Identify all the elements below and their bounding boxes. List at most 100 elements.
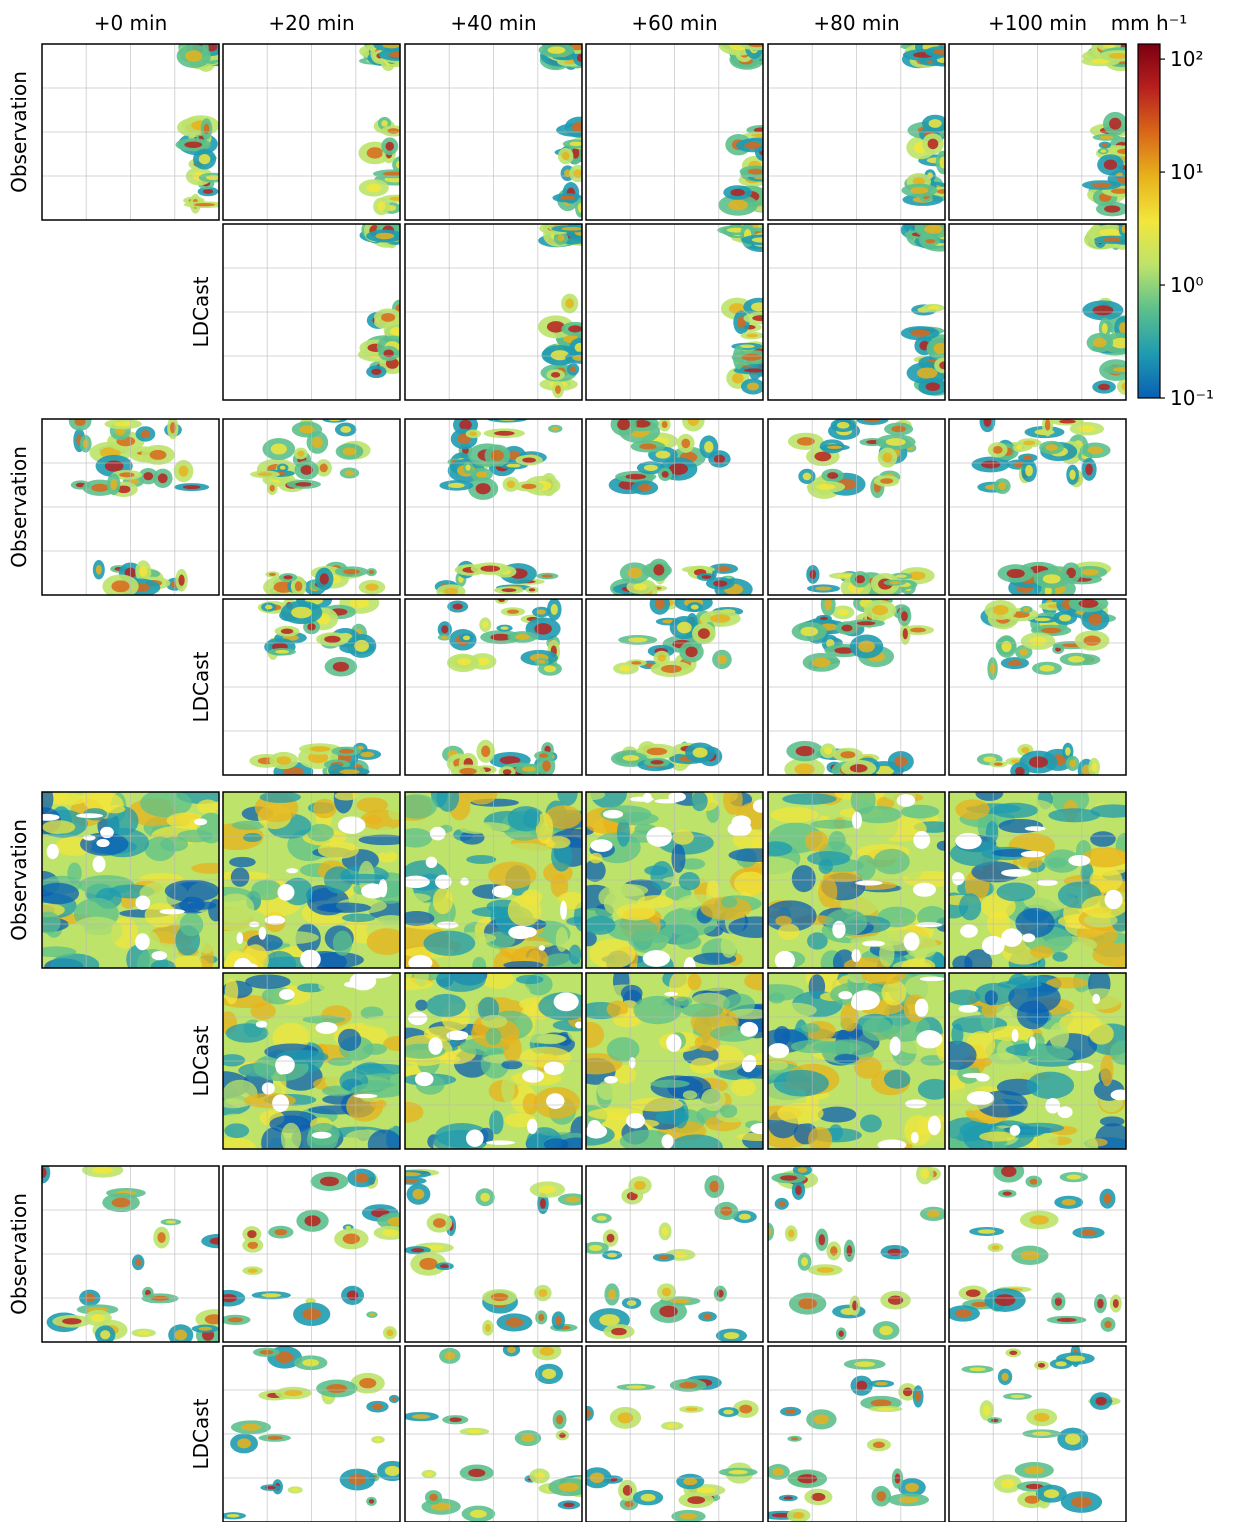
- rain-core: [42, 1167, 47, 1178]
- rain-core: [800, 626, 819, 637]
- dry-area: [1001, 869, 1032, 877]
- rain-core: [247, 1241, 259, 1249]
- colorbar: [1137, 43, 1161, 399]
- rain-core: [855, 575, 865, 584]
- rain-core: [381, 312, 396, 322]
- map-panel: [223, 1346, 400, 1522]
- rain-core: [544, 665, 556, 673]
- rain-core: [1029, 636, 1047, 646]
- rain-core: [820, 616, 828, 621]
- rain-core: [506, 463, 521, 468]
- rain-core: [1101, 143, 1108, 147]
- rain-core: [266, 1436, 283, 1440]
- rain-cell: [1083, 1137, 1099, 1149]
- map-panel: [768, 792, 945, 968]
- rain-core: [752, 315, 763, 322]
- rain-cell: [568, 944, 582, 965]
- rain-cell: [1092, 942, 1126, 967]
- rain-core: [505, 1317, 524, 1327]
- rain-cell: [808, 1126, 833, 1149]
- rain-core: [371, 368, 382, 375]
- rain-core: [343, 568, 360, 575]
- rain-core: [1078, 599, 1099, 608]
- rain-core: [1066, 1174, 1081, 1180]
- rain-core: [204, 1314, 219, 1325]
- panel-frame: [948, 1165, 1127, 1343]
- rain-core: [481, 745, 491, 758]
- rain-core: [778, 1200, 786, 1207]
- rain-core: [564, 169, 572, 178]
- rain-cell: [671, 844, 686, 873]
- dry-area: [543, 1061, 565, 1076]
- rain-core: [1093, 337, 1107, 348]
- rain-core: [452, 603, 463, 610]
- rain-cell: [388, 805, 400, 820]
- rain-cell: [810, 819, 858, 829]
- rain-cell: [472, 956, 487, 968]
- rain-core: [550, 603, 558, 615]
- dry-area: [774, 950, 795, 968]
- map-panel: [42, 419, 219, 595]
- rain-cell: [883, 1069, 911, 1089]
- panel-frame: [222, 598, 401, 776]
- dry-area: [1092, 993, 1100, 1005]
- rain-core: [588, 1244, 603, 1252]
- rain-core: [95, 564, 102, 575]
- map-panel: [768, 1166, 945, 1342]
- rain-core: [538, 1185, 557, 1194]
- rain-core: [324, 635, 341, 643]
- rain-cell: [1049, 1022, 1070, 1049]
- dry-area: [100, 826, 114, 839]
- rain-core: [672, 1251, 688, 1258]
- rain-core: [877, 1407, 895, 1411]
- rain-core: [1059, 419, 1076, 424]
- rain-core: [1034, 617, 1051, 622]
- rain-cell: [488, 861, 537, 889]
- rain-core: [359, 1377, 377, 1389]
- rain-core: [490, 1293, 509, 1302]
- dry-area: [460, 877, 469, 886]
- rain-core: [1044, 419, 1051, 431]
- rain-core: [237, 1438, 252, 1449]
- rain-cell: [362, 1015, 400, 1029]
- rain-core: [577, 202, 582, 213]
- rain-core: [110, 478, 118, 490]
- rain-core: [342, 1233, 360, 1245]
- rain-cell: [949, 989, 981, 1006]
- rain-cell: [650, 1079, 690, 1088]
- rain-core: [572, 147, 580, 159]
- rain-core: [887, 1248, 902, 1256]
- rain-core: [1083, 635, 1101, 646]
- rain-core: [840, 751, 856, 759]
- rain-core: [889, 581, 901, 585]
- rain-core: [1061, 1198, 1076, 1206]
- rain-cell: [744, 973, 763, 991]
- rain-core: [382, 44, 400, 49]
- rain-core: [834, 647, 855, 654]
- rain-core: [521, 766, 536, 772]
- rain-core: [816, 1267, 834, 1273]
- rain-core: [269, 484, 275, 492]
- rain-core: [571, 121, 582, 133]
- dry-area: [546, 1093, 565, 1109]
- rain-core: [827, 445, 843, 450]
- rain-core: [737, 316, 746, 329]
- rain-core: [933, 48, 945, 55]
- rain-core: [814, 451, 832, 462]
- column-title: +100 min: [988, 11, 1087, 35]
- rain-cell: [405, 1101, 424, 1123]
- rain-cell: [230, 867, 250, 887]
- rain-core: [983, 1405, 991, 1416]
- rain-core: [382, 171, 400, 177]
- rain-core: [1103, 44, 1115, 49]
- rain-core: [1056, 1317, 1077, 1323]
- rain-core: [631, 661, 642, 665]
- rain-core: [816, 483, 836, 490]
- dry-area: [300, 949, 321, 968]
- rain-core: [184, 141, 203, 149]
- map-panel: [586, 1166, 763, 1342]
- rain-core: [753, 127, 763, 133]
- rain-core: [538, 1313, 545, 1321]
- rain-core: [391, 1396, 397, 1402]
- rain-core: [732, 372, 744, 384]
